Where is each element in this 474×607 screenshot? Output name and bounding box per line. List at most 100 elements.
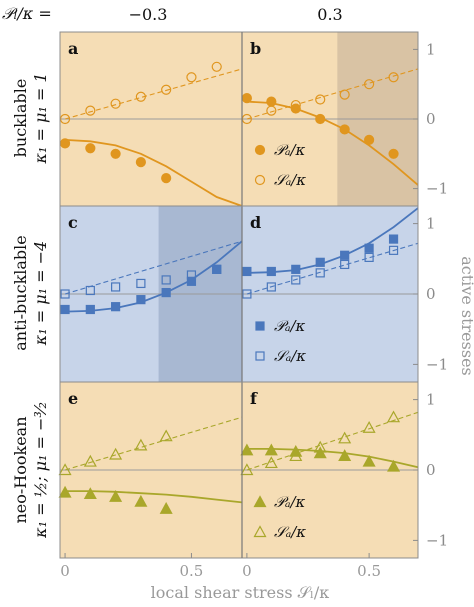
point-open-circle bbox=[388, 72, 399, 83]
point-filled-triangle bbox=[109, 490, 123, 502]
panel-letter: b bbox=[250, 39, 261, 58]
point-filled-square bbox=[161, 287, 171, 298]
legend-label: 𝒮ₐ/κ bbox=[274, 347, 306, 365]
point-open-circle bbox=[290, 99, 301, 111]
point-filled-square bbox=[111, 302, 121, 312]
point-open-triangle bbox=[387, 410, 401, 423]
x-tick-label: 0.5 bbox=[357, 562, 381, 580]
panel-b: b 𝒫ₐ/κ 𝒮ₐ/κ bbox=[241, 32, 419, 206]
point-open-circle bbox=[266, 105, 277, 116]
point-filled-square bbox=[364, 243, 374, 253]
point-open-circle bbox=[211, 61, 222, 72]
point-filled-circle bbox=[85, 143, 96, 154]
svg-text:anti-bucklable: anti-bucklable bbox=[11, 235, 30, 350]
point-open-triangle bbox=[58, 463, 72, 476]
point-open-circle bbox=[364, 79, 375, 90]
point-open-square bbox=[266, 282, 276, 292]
frame bbox=[59, 31, 419, 559]
point-filled-circle bbox=[339, 124, 350, 135]
point-open-square bbox=[242, 289, 252, 299]
point-open-square bbox=[212, 264, 222, 274]
point-open-circle bbox=[186, 72, 197, 83]
y-tick-label: 0 bbox=[426, 110, 436, 128]
panel-letter: a bbox=[68, 39, 78, 58]
panel-letter: d bbox=[250, 213, 261, 232]
point-filled-circle bbox=[135, 157, 146, 168]
right-axis-label: active stresses bbox=[458, 256, 474, 376]
point-open-square bbox=[136, 278, 146, 289]
point-filled-triangle bbox=[264, 443, 278, 456]
point-filled-square bbox=[136, 295, 146, 305]
point-filled-triangle bbox=[387, 459, 401, 472]
row-label-2: anti-bucklable κ₁ = μ₁ = −4 bbox=[11, 235, 50, 350]
point-filled-triangle bbox=[134, 494, 148, 507]
x-tick-label: 0 bbox=[60, 562, 70, 580]
point-filled-triangle bbox=[362, 454, 376, 467]
point-open-circle bbox=[85, 105, 96, 116]
y-tick-label: −1 bbox=[426, 355, 448, 373]
y-tick-label: 1 bbox=[426, 391, 436, 409]
point-filled-circle bbox=[59, 138, 71, 149]
curve-solid bbox=[65, 490, 243, 504]
point-open-triangle bbox=[264, 456, 278, 469]
legend-label: 𝒫ₐ/κ bbox=[274, 141, 306, 159]
point-filled-circle bbox=[266, 96, 277, 107]
curve-solid bbox=[246, 448, 419, 469]
point-open-square bbox=[388, 245, 399, 255]
panel-d: d 𝒫ₐ/κ 𝒮ₐ/κ bbox=[242, 206, 419, 382]
panel-letter: e bbox=[68, 389, 78, 408]
svg-text:neo-Hookean: neo-Hookean bbox=[11, 416, 30, 523]
panel-a: a bbox=[59, 32, 243, 207]
point-filled-square bbox=[60, 304, 70, 315]
point-open-square bbox=[111, 282, 121, 292]
y-tick-label: −1 bbox=[426, 531, 448, 549]
point-open-triangle bbox=[313, 440, 327, 453]
legend-label: 𝒮ₐ/κ bbox=[274, 171, 306, 189]
point-open-triangle bbox=[338, 431, 352, 444]
point-filled-square bbox=[186, 276, 197, 286]
y-ticks: 1 0 −1 1 0 −1 1 0 −1 bbox=[413, 40, 448, 549]
panel-letter: f bbox=[250, 389, 258, 408]
column-label-right: 0.3 bbox=[317, 5, 342, 24]
curve-dashed bbox=[64, 416, 243, 471]
panel-e: e bbox=[58, 382, 243, 558]
point-open-circle bbox=[161, 84, 172, 95]
point-open-square bbox=[186, 270, 197, 280]
point-open-square bbox=[340, 259, 350, 270]
x-ticks: 0 0.5 0 0.5 bbox=[60, 553, 381, 580]
legend-marker bbox=[253, 495, 267, 508]
svg-text:κ₁ = μ₁ = 1: κ₁ = μ₁ = 1 bbox=[31, 72, 50, 164]
point-open-square bbox=[291, 275, 301, 285]
point-filled-circle bbox=[364, 134, 375, 145]
legend-marker bbox=[255, 351, 265, 361]
curve-solid bbox=[65, 139, 243, 207]
point-open-triangle bbox=[109, 447, 123, 460]
point-filled-circle bbox=[110, 148, 121, 159]
point-open-square bbox=[60, 289, 70, 299]
point-filled-triangle bbox=[159, 501, 173, 514]
plot-frame bbox=[59, 31, 419, 559]
y-tick-label: 0 bbox=[426, 285, 436, 303]
x-tick-label: 0 bbox=[242, 562, 252, 580]
point-open-circle bbox=[339, 89, 350, 100]
point-open-circle bbox=[110, 98, 121, 109]
point-open-square bbox=[315, 268, 325, 278]
svg-text:κ₁ = μ₁ = −4: κ₁ = μ₁ = −4 bbox=[31, 241, 50, 346]
row-label-3: neo-Hookean κ₁ = ½; μ₁ = −³⁄₂ bbox=[11, 402, 50, 539]
point-filled-circle bbox=[290, 103, 301, 114]
legend-marker bbox=[254, 174, 266, 186]
legend-marker bbox=[255, 321, 265, 331]
svg-text:κ₁ = ½; μ₁ = −³⁄₂: κ₁ = ½; μ₁ = −³⁄₂ bbox=[31, 402, 50, 539]
point-open-triangle bbox=[134, 438, 148, 451]
column-label-left: −0.3 bbox=[129, 5, 168, 24]
point-filled-triangle bbox=[313, 446, 327, 459]
point-filled-circle bbox=[315, 113, 326, 125]
point-filled-square bbox=[242, 266, 252, 277]
point-filled-circle bbox=[388, 148, 399, 159]
point-filled-square bbox=[291, 264, 301, 274]
point-filled-circle bbox=[241, 93, 252, 104]
x-tick-label: 0.5 bbox=[180, 562, 204, 580]
point-filled-triangle bbox=[240, 443, 254, 456]
point-filled-triangle bbox=[58, 485, 72, 498]
